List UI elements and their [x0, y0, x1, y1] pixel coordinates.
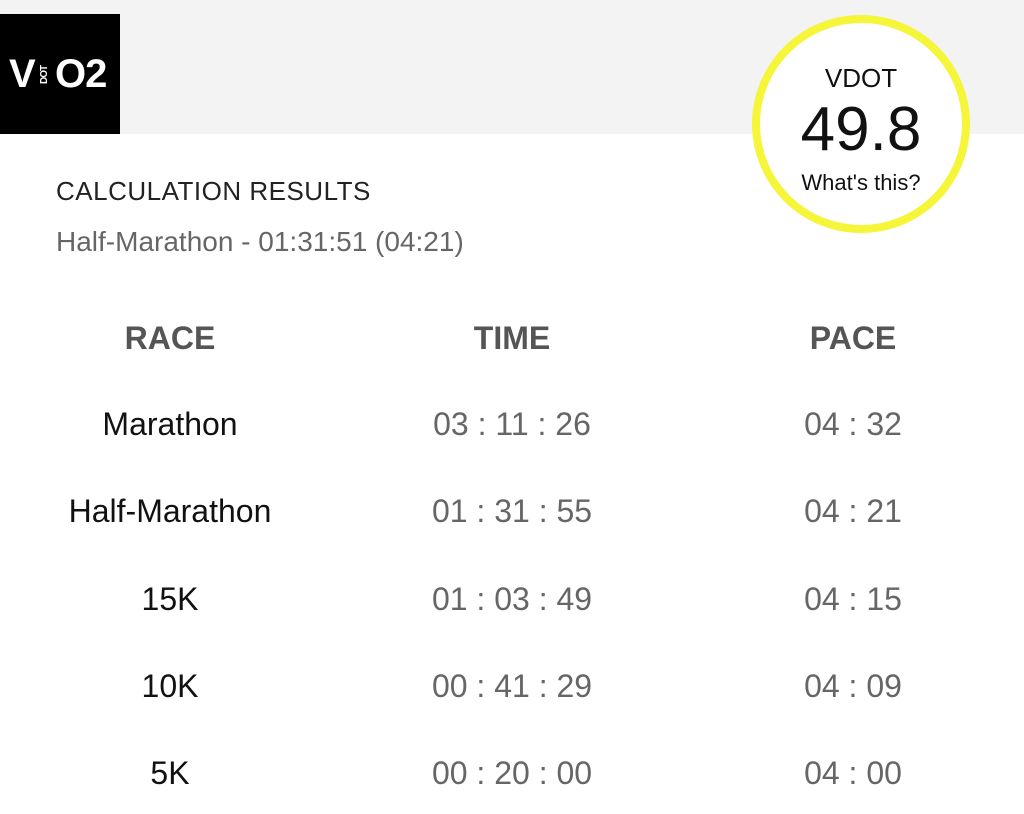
table-row: 10K 00 : 41 : 29 04 : 09: [0, 664, 1024, 708]
vdot-o2-logo[interactable]: V DOT O2: [0, 14, 120, 134]
race-time: 00 : 41 : 29: [431, 668, 593, 704]
vdot-value: 49.8: [800, 95, 922, 164]
table-row: 5K 00 : 20 : 00 04 : 00: [0, 751, 1024, 795]
header-race: RACE: [124, 320, 216, 356]
table-row: Marathon 03 : 11 : 26 04 : 32: [0, 402, 1024, 446]
header-pace: PACE: [809, 320, 897, 356]
header-time: TIME: [473, 320, 551, 356]
race-name: 10K: [141, 668, 199, 704]
race-pace: 04 : 21: [804, 493, 902, 529]
race-name: Marathon: [102, 406, 238, 442]
race-pace: 04 : 32: [804, 406, 902, 442]
logo-dot: DOT: [39, 65, 50, 85]
race-pace: 04 : 15: [804, 581, 902, 617]
vdot-score-badge[interactable]: VDOT 49.8 What's this?: [752, 15, 970, 233]
logo-v: V: [9, 52, 36, 96]
table-header: RACE TIME PACE: [0, 316, 1024, 360]
results-summary: Half-Marathon - 01:31:51 (04:21): [56, 226, 464, 257]
race-pace: 04 : 09: [804, 668, 902, 704]
race-time: 03 : 11 : 26: [433, 406, 591, 442]
race-pace: 04 : 00: [804, 755, 902, 791]
race-name: Half-Marathon: [68, 493, 272, 529]
race-name: 5K: [150, 755, 190, 791]
race-time: 00 : 20 : 00: [431, 755, 593, 791]
race-name: 15K: [141, 581, 199, 617]
logo-o2: O2: [55, 52, 107, 96]
table-row: Half-Marathon 01 : 31 : 55 04 : 21: [0, 489, 1024, 533]
race-time: 01 : 31 : 55: [431, 493, 593, 529]
table-row: 15K 01 : 03 : 49 04 : 15: [0, 577, 1024, 621]
vdot-label: VDOT: [824, 63, 898, 93]
results-heading: CALCULATION RESULTS: [56, 176, 371, 206]
race-time: 01 : 03 : 49: [431, 581, 593, 617]
whats-this-link[interactable]: What's this?: [801, 170, 921, 195]
